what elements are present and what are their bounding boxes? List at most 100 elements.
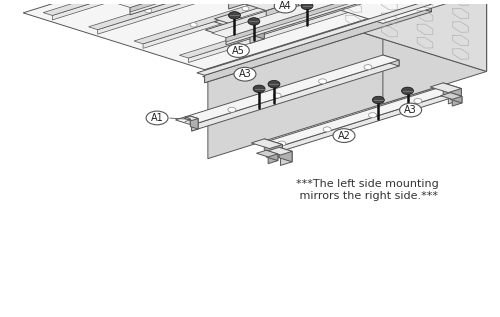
Polygon shape <box>206 0 411 36</box>
Polygon shape <box>252 139 282 149</box>
Polygon shape <box>383 0 486 104</box>
Polygon shape <box>23 0 432 70</box>
Polygon shape <box>214 0 486 23</box>
Circle shape <box>189 120 197 124</box>
Polygon shape <box>224 0 298 9</box>
Polygon shape <box>280 151 292 165</box>
Polygon shape <box>318 0 486 71</box>
Circle shape <box>288 21 294 25</box>
Circle shape <box>190 23 197 27</box>
Circle shape <box>339 4 346 9</box>
Polygon shape <box>88 0 312 30</box>
Text: A3: A3 <box>404 105 417 115</box>
Polygon shape <box>228 17 264 39</box>
Polygon shape <box>250 0 432 12</box>
Polygon shape <box>130 0 308 12</box>
Circle shape <box>253 85 265 93</box>
Text: ***The left side mounting: ***The left side mounting <box>296 179 438 189</box>
Polygon shape <box>430 5 434 88</box>
Polygon shape <box>116 0 308 8</box>
Polygon shape <box>143 0 357 49</box>
Circle shape <box>274 0 296 13</box>
Circle shape <box>236 37 242 41</box>
Circle shape <box>364 65 372 70</box>
Polygon shape <box>176 55 399 125</box>
Polygon shape <box>184 116 198 120</box>
Polygon shape <box>448 88 462 104</box>
Circle shape <box>402 87 413 94</box>
Polygon shape <box>443 83 462 100</box>
Polygon shape <box>98 0 312 34</box>
Polygon shape <box>214 0 396 1</box>
Polygon shape <box>192 119 198 131</box>
Circle shape <box>268 81 280 88</box>
Polygon shape <box>226 0 404 42</box>
Circle shape <box>146 111 168 125</box>
Polygon shape <box>430 83 462 93</box>
Polygon shape <box>250 25 264 33</box>
Polygon shape <box>188 0 402 62</box>
Text: mirrors the right side.***: mirrors the right side.*** <box>296 191 438 201</box>
Polygon shape <box>450 93 462 103</box>
Circle shape <box>318 79 326 84</box>
Polygon shape <box>180 0 402 58</box>
Polygon shape <box>318 0 486 71</box>
Circle shape <box>400 103 421 117</box>
Polygon shape <box>130 0 315 15</box>
Circle shape <box>372 96 384 104</box>
Polygon shape <box>226 0 411 45</box>
Polygon shape <box>244 0 266 2</box>
Circle shape <box>228 44 250 57</box>
Polygon shape <box>443 86 458 96</box>
Circle shape <box>248 18 260 25</box>
Circle shape <box>273 93 281 98</box>
Polygon shape <box>268 147 292 155</box>
Polygon shape <box>266 0 298 19</box>
Polygon shape <box>279 147 292 162</box>
Polygon shape <box>202 5 434 78</box>
Circle shape <box>228 12 240 19</box>
Polygon shape <box>266 150 278 161</box>
Polygon shape <box>204 0 432 83</box>
Polygon shape <box>190 116 198 129</box>
Circle shape <box>242 6 249 11</box>
Polygon shape <box>452 96 462 106</box>
Polygon shape <box>228 0 245 4</box>
Text: A3: A3 <box>238 69 252 79</box>
Polygon shape <box>383 55 399 66</box>
Polygon shape <box>214 17 264 33</box>
Circle shape <box>228 107 236 112</box>
Text: A2: A2 <box>338 131 350 141</box>
Polygon shape <box>268 154 278 164</box>
Polygon shape <box>212 0 404 37</box>
Polygon shape <box>270 145 282 160</box>
Circle shape <box>323 127 331 132</box>
Polygon shape <box>256 150 278 157</box>
Polygon shape <box>192 0 298 10</box>
Polygon shape <box>440 93 462 99</box>
Polygon shape <box>276 91 458 153</box>
Polygon shape <box>110 0 315 7</box>
Polygon shape <box>264 139 282 156</box>
Circle shape <box>368 113 376 118</box>
Circle shape <box>333 129 355 142</box>
Polygon shape <box>204 4 432 83</box>
Circle shape <box>278 141 286 146</box>
Polygon shape <box>424 2 432 12</box>
Text: A1: A1 <box>150 113 164 123</box>
Polygon shape <box>192 60 399 131</box>
Polygon shape <box>197 2 432 75</box>
Polygon shape <box>214 14 264 30</box>
Circle shape <box>414 99 422 103</box>
Polygon shape <box>43 0 266 16</box>
Text: A5: A5 <box>232 46 244 55</box>
Polygon shape <box>262 86 458 148</box>
Text: A4: A4 <box>279 1 291 11</box>
Polygon shape <box>52 0 266 20</box>
Circle shape <box>144 9 152 13</box>
Polygon shape <box>228 14 264 29</box>
Circle shape <box>301 2 313 10</box>
Polygon shape <box>250 29 264 43</box>
Polygon shape <box>228 0 245 9</box>
Polygon shape <box>134 0 357 44</box>
